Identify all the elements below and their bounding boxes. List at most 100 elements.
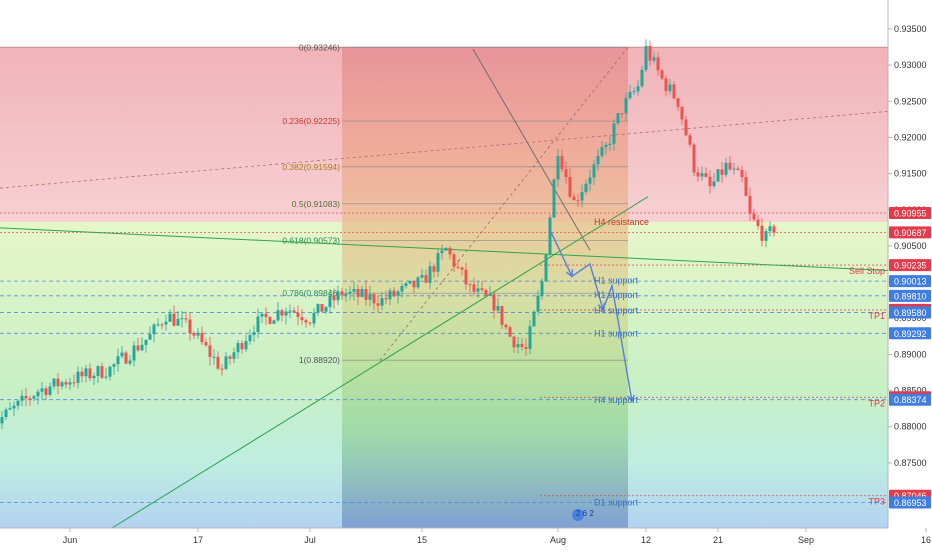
- candle-body: [176, 318, 180, 326]
- projection-arrowhead-2: [597, 302, 606, 311]
- candle: [244, 334, 248, 352]
- candle-body: [636, 86, 640, 92]
- candle-body: [600, 147, 604, 156]
- candle: [384, 290, 388, 305]
- candle-body: [492, 294, 496, 311]
- candle-body: [728, 162, 732, 170]
- candle: [128, 355, 132, 366]
- candle-body: [248, 335, 252, 342]
- candle-body: [292, 310, 296, 313]
- candle-body: [568, 176, 572, 197]
- candle: [220, 363, 224, 376]
- candle: [348, 286, 352, 301]
- candle: [24, 387, 28, 407]
- y-tick-label-1: 0.93000: [894, 60, 927, 70]
- candle: [296, 305, 300, 326]
- candle: [656, 52, 660, 76]
- y-tick-label-0: 0.93500: [894, 24, 927, 34]
- candle: [304, 318, 308, 328]
- candle: [672, 80, 676, 100]
- x-tick-label-2: 17: [193, 535, 203, 545]
- candle-body: [372, 294, 376, 304]
- candle: [744, 171, 748, 197]
- price-tag-text: 0.89292: [894, 329, 927, 339]
- candle-body: [212, 356, 216, 358]
- candle-body: [772, 226, 776, 233]
- candle: [312, 307, 316, 328]
- candle-body: [56, 378, 60, 387]
- candle: [216, 351, 220, 370]
- time-axis-bg: [0, 528, 932, 550]
- candle-body: [528, 326, 532, 349]
- price-tag-text: 0.90235: [894, 261, 927, 271]
- y-tick-label-10: 0.88500: [894, 386, 927, 396]
- candle: [524, 338, 528, 356]
- candle-body: [400, 285, 404, 292]
- candle-body: [284, 311, 288, 316]
- candle-body: [20, 395, 24, 401]
- price-tag-bg: [889, 393, 931, 406]
- candle-body: [536, 295, 540, 312]
- candle-body: [236, 343, 240, 353]
- candle: [272, 319, 276, 324]
- x-tick-label-4: 15: [417, 535, 427, 545]
- candle-body: [256, 316, 260, 333]
- candle: [284, 307, 288, 325]
- candle: [652, 52, 656, 64]
- x-tick-label-6: 12: [641, 535, 651, 545]
- candle-body: [524, 347, 528, 349]
- candle-body: [708, 176, 712, 187]
- candle: [540, 278, 544, 300]
- candle-body: [84, 368, 88, 377]
- candle: [480, 280, 484, 292]
- candle: [728, 156, 732, 172]
- candle-body: [360, 288, 364, 297]
- candle-body: [324, 306, 328, 312]
- y-tick-label-2: 0.92500: [894, 96, 927, 106]
- candle: [44, 385, 48, 400]
- candle-body: [0, 417, 4, 424]
- candle: [40, 381, 44, 400]
- candle: [264, 307, 268, 325]
- candle: [260, 313, 264, 324]
- candle-body: [16, 400, 20, 406]
- candle: [32, 394, 36, 402]
- candle: [408, 280, 412, 285]
- candle: [496, 297, 500, 313]
- candle: [464, 262, 468, 290]
- x-tick-label-1: Jun: [63, 535, 78, 545]
- candle-body: [496, 306, 500, 311]
- candle: [688, 132, 692, 148]
- candle: [188, 313, 192, 341]
- candle-body: [92, 375, 96, 379]
- price-tag-bg: [889, 226, 931, 239]
- candles-layer: [0, 39, 776, 429]
- candle-body: [12, 405, 16, 409]
- price-axis-bg: [888, 0, 932, 550]
- candle-body: [300, 317, 304, 321]
- candle-body: [632, 91, 636, 93]
- projection-layer: [548, 227, 635, 403]
- candle: [344, 288, 348, 302]
- candle: [116, 348, 120, 372]
- candle-body: [748, 195, 752, 214]
- candle-body: [280, 310, 284, 316]
- candle: [520, 337, 524, 351]
- candle: [428, 261, 432, 290]
- candle-body: [276, 310, 280, 321]
- candle-body: [244, 341, 248, 350]
- candle: [532, 310, 536, 327]
- candle-body: [584, 183, 588, 193]
- candle-body: [160, 324, 164, 326]
- candle-body: [484, 290, 488, 296]
- candle-body: [660, 70, 664, 79]
- annotations-layer: H4 resistance H1 support H1 support H4 supp…: [572, 217, 885, 521]
- candle-body: [396, 291, 400, 296]
- candle-body: [364, 288, 368, 300]
- candle-body: [760, 225, 764, 241]
- annotation-6: D1 support: [594, 498, 639, 508]
- badge-text: 2 6 2: [576, 509, 594, 518]
- candle-body: [464, 269, 468, 285]
- candle-body: [40, 388, 44, 392]
